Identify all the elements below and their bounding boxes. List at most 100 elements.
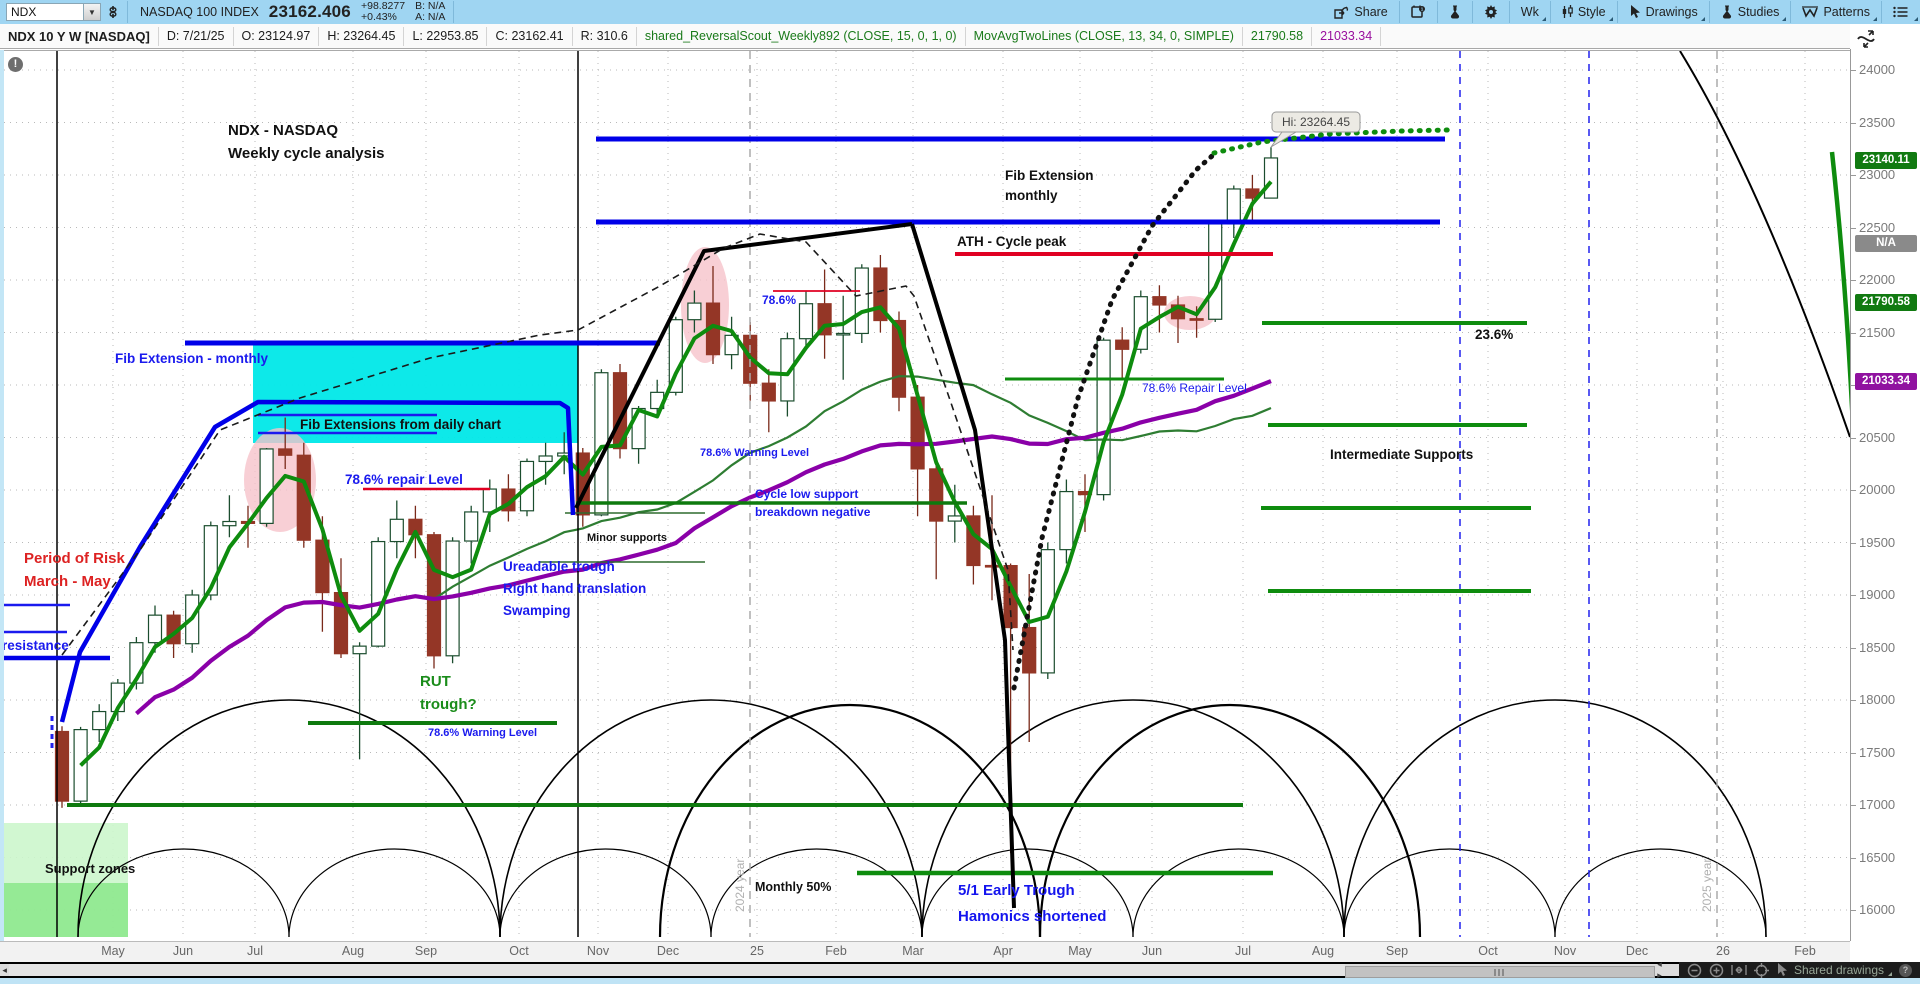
fib-786-label[interactable]: 78.6% — [762, 293, 796, 307]
symbol-dropdown-button[interactable]: ▼ — [84, 3, 101, 21]
cycle-arcs-minor[interactable] — [710, 848, 923, 938]
shared-drawings-button[interactable]: Shared drawings — [1794, 963, 1893, 977]
link-icon[interactable] — [101, 0, 125, 24]
time-tick-label: Sep — [1385, 944, 1409, 958]
chart-title-cell[interactable]: NDX 10 Y W [NASDAQ] — [0, 26, 159, 46]
chart-left-strip — [0, 50, 4, 962]
scroll-left-arrow[interactable]: ◂ — [2, 964, 7, 975]
repair-level-right-label[interactable]: 78.6% Repair Level — [1142, 381, 1247, 395]
monthly-50-label[interactable]: Monthly 50% — [755, 880, 831, 894]
indicator-label[interactable]: 21790.58 — [1243, 26, 1313, 46]
period-of-risk-1[interactable]: Period of Risk — [24, 550, 126, 567]
chart-title-1[interactable]: NDX - NASDAQ — [228, 122, 338, 139]
early-trough-2[interactable]: Hamonics shortened — [958, 908, 1106, 925]
scan-button[interactable] — [1440, 0, 1470, 24]
green-dotted-projection[interactable] — [1211, 127, 1451, 156]
hi-tooltip[interactable] — [1271, 111, 1361, 133]
intermediate-supports-label[interactable]: Intermediate Supports — [1330, 447, 1473, 462]
cycle-arcs-major[interactable] — [921, 699, 1345, 938]
scrollbar-thumb[interactable] — [1345, 966, 1656, 978]
minor-supports-label[interactable]: Minor supports — [587, 532, 667, 544]
time-tick-label: Jun — [172, 944, 194, 958]
black-dashed-channel[interactable] — [61, 233, 1014, 656]
share-button[interactable]: Share — [1325, 0, 1396, 24]
time-tick-label: Oct — [1478, 944, 1498, 958]
candle-body — [1040, 549, 1055, 674]
year-2024-label[interactable]: 2024 year — [733, 859, 747, 912]
expand-horizontal-icon[interactable] — [1731, 964, 1747, 976]
time-tick-label: Aug — [1311, 944, 1335, 958]
fib-ext-monthly-1[interactable]: Fib Extension — [1005, 168, 1094, 183]
crosshair-icon[interactable] — [1753, 962, 1769, 978]
next-cycle-black-arc[interactable] — [1679, 50, 1851, 438]
black-dotted-projection[interactable] — [1011, 153, 1215, 691]
repair-level-left-label[interactable]: 78.6% repair Level — [345, 472, 463, 487]
cycle-low-2[interactable]: breakdown negative — [755, 505, 871, 519]
auto-scale-icon[interactable] — [1856, 29, 1876, 49]
price-badge: 21790.58 — [1855, 293, 1917, 311]
ureadable-2[interactable]: Right hand translation — [503, 581, 646, 596]
support-zones-label[interactable]: Support zones — [45, 861, 135, 876]
fib-ext-monthly-left-label[interactable]: Fib Extension - monthly — [115, 351, 268, 366]
cycle-arcs-minor[interactable] — [499, 848, 712, 938]
cycle-arcs-minor[interactable] — [288, 848, 501, 938]
black-trend-up[interactable] — [574, 222, 913, 509]
period-of-risk-2[interactable]: March - May — [24, 573, 111, 590]
black-trend-down[interactable] — [910, 223, 1016, 909]
cycle-arcs-major[interactable] — [77, 699, 501, 938]
indicator-label[interactable]: MovAvgTwoLines (CLOSE, 13, 34, 0, SIMPLE… — [966, 26, 1243, 46]
scroll-page-buttons[interactable]: ◂ ▸ — [1657, 959, 1666, 980]
symbol-input[interactable]: NDX — [6, 3, 84, 21]
cycle-arcs-major[interactable] — [1343, 699, 1767, 938]
cycle-arcs-minor[interactable] — [921, 848, 1134, 938]
fib-ext-monthly-2[interactable]: monthly — [1005, 188, 1058, 203]
timeframe-button[interactable]: Wk — [1512, 0, 1548, 24]
time-axis[interactable]: May Jun Jul Aug Sep Oct Nov Dec 25 Feb Mar Apr May Ju… — [0, 941, 1850, 962]
cycle-arcs-shortened[interactable] — [1038, 703, 1422, 938]
cycle-arcs-minor[interactable] — [1132, 848, 1345, 938]
rut-trough-2[interactable]: trough? — [420, 696, 477, 713]
ureadable-3[interactable]: Swamping — [503, 603, 571, 618]
chart-title-2[interactable]: Weekly cycle analysis — [228, 145, 385, 162]
blue-trend-line[interactable] — [59, 399, 576, 723]
indicator-label[interactable]: 21033.34 — [1312, 26, 1382, 46]
style-button[interactable]: Style — [1553, 0, 1615, 24]
cycle-arcs-shortened[interactable] — [658, 703, 1042, 938]
zoom-out-icon[interactable] — [1687, 963, 1702, 978]
cycle-arcs-minor[interactable] — [1554, 848, 1767, 938]
time-tick-label: Nov — [586, 944, 610, 958]
support-zone-dark[interactable] — [3, 883, 128, 937]
help-icon[interactable]: ? — [1899, 963, 1912, 977]
alert-icon[interactable]: ! — [8, 57, 23, 72]
support-zone-light[interactable] — [3, 823, 128, 883]
warning-level-mid-label[interactable]: 78.6% Warning Level — [700, 447, 809, 459]
notes-button[interactable]: 1 — [1402, 0, 1435, 24]
ureadable-1[interactable]: Ureadable trough — [503, 559, 615, 574]
separator — [1881, 1, 1882, 23]
settings-button[interactable] — [1475, 0, 1507, 24]
year-2025-label[interactable]: 2025 year — [1700, 859, 1714, 912]
fib-ext-daily-label[interactable]: Fib Extensions from daily chart — [300, 417, 502, 432]
drawings-button[interactable]: Drawings — [1620, 0, 1707, 24]
scrollbar-track[interactable] — [9, 964, 1656, 978]
chart-list-button[interactable] — [1884, 0, 1920, 24]
ath-label[interactable]: ATH - Cycle peak — [957, 234, 1067, 249]
cycle-low-1[interactable]: Cycle low support — [755, 487, 858, 501]
warning-level-left-label[interactable]: 78.6% Warning Level — [428, 727, 537, 739]
resistance-label[interactable]: resistance — [2, 638, 69, 653]
cycle-arcs-major[interactable] — [499, 699, 923, 938]
patterns-button[interactable]: Patterns — [1793, 0, 1879, 24]
indicator-label[interactable]: shared_ReversalScout_Weekly892 (CLOSE, 1… — [637, 26, 966, 46]
fib-extension-zone[interactable] — [253, 343, 578, 443]
early-trough-1[interactable]: 5/1 Early Trough — [958, 882, 1075, 899]
pointer-icon[interactable] — [1776, 963, 1787, 977]
cycle-arcs-minor[interactable] — [77, 848, 290, 938]
studies-button[interactable]: Studies — [1712, 0, 1789, 24]
fib-236-label[interactable]: 23.6% — [1475, 327, 1513, 342]
price-axis[interactable]: 2400023500230002250022000215002100020500… — [1850, 49, 1920, 941]
rut-trough-1[interactable]: RUT — [420, 673, 451, 690]
time-tick-label: Oct — [509, 944, 529, 958]
zoom-in-icon[interactable] — [1709, 963, 1724, 978]
cycle-arcs-minor[interactable] — [1343, 848, 1556, 938]
